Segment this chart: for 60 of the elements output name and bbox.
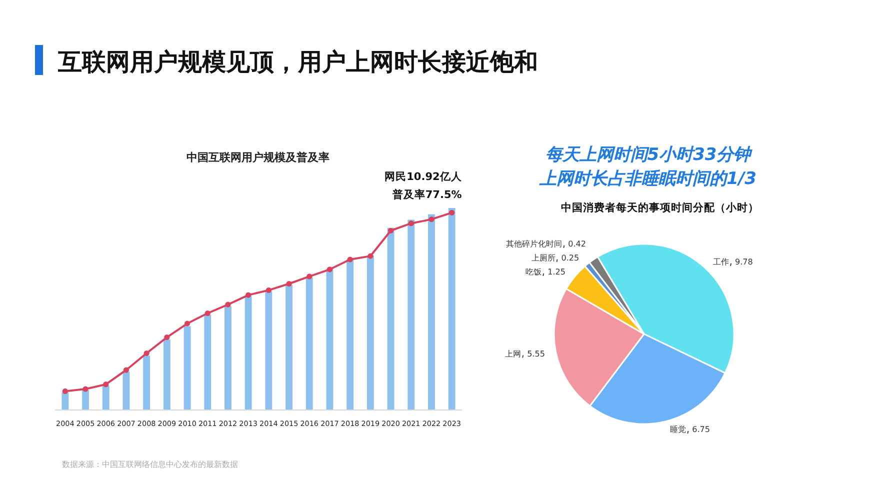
bar — [265, 291, 272, 410]
point — [326, 266, 333, 272]
point — [428, 216, 434, 222]
point — [62, 388, 68, 394]
bar — [326, 268, 334, 410]
bar — [346, 260, 354, 410]
text: 每天上网时间5小时33分钟 — [545, 145, 753, 165]
slice-label: 工作 — [713, 258, 730, 267]
slice-label: 上网 — [505, 349, 522, 358]
data-label: 0.25 — [561, 254, 580, 263]
point — [368, 253, 374, 259]
source-note: 数据来源：中国互联网络信息中心发布的最新数据 — [62, 460, 238, 469]
bar — [408, 220, 415, 410]
bar — [428, 214, 435, 410]
bar — [306, 277, 313, 410]
point — [266, 287, 272, 294]
point — [184, 320, 190, 326]
bar — [102, 386, 110, 410]
bar — [448, 208, 456, 410]
bar — [122, 372, 130, 410]
bar — [366, 255, 374, 410]
bar — [62, 392, 69, 410]
point — [164, 334, 170, 340]
slice-label: 其他碎片化时间 — [506, 240, 562, 249]
point — [123, 367, 130, 373]
bar — [143, 356, 150, 410]
data-label: 5.55 — [527, 349, 545, 358]
chart-subtitle: 中国互联网用户规模及普及率 — [186, 151, 330, 164]
bar — [387, 228, 394, 410]
data-label: 9.78 — [735, 258, 753, 267]
bar — [224, 306, 232, 410]
slice-label: 吃饭 — [526, 268, 542, 277]
point — [225, 302, 231, 308]
point — [82, 386, 88, 392]
chart-title: 互联网用户规模见顶，用户上网时长接近饱和 — [57, 48, 538, 76]
text: 上网时长占非睡眠时间的1/3 — [538, 169, 756, 189]
point — [388, 228, 394, 234]
slice-label: 睡觉 — [670, 425, 686, 434]
data-label: 1.25 — [548, 268, 566, 277]
point — [449, 210, 455, 216]
data-label: 6.75 — [692, 425, 710, 434]
bar — [244, 296, 252, 410]
slice-label: 上厕所 — [531, 254, 556, 263]
bar — [163, 340, 170, 410]
bar — [184, 326, 191, 410]
point — [204, 310, 210, 316]
point — [306, 274, 312, 280]
bar — [204, 314, 212, 410]
point — [408, 220, 414, 226]
point — [103, 382, 109, 388]
point — [246, 292, 252, 298]
bar — [82, 390, 89, 410]
point — [347, 256, 353, 262]
point — [286, 280, 292, 287]
bar — [286, 284, 292, 410]
data-label: 0.42 — [568, 240, 586, 249]
chart-title: 中国消费者每天的事项时间分配（小时） — [561, 201, 759, 214]
text: 普及率77.5% — [391, 188, 462, 201]
text: 网民10.92亿人 — [384, 171, 463, 183]
point — [144, 350, 150, 356]
